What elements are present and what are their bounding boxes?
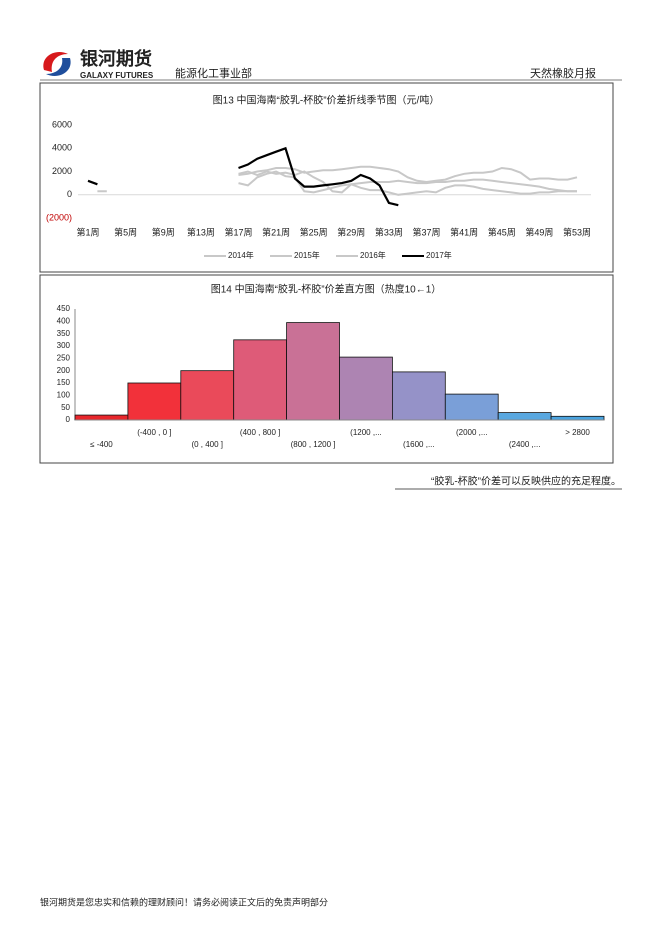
legend-label: 2017年: [426, 250, 452, 260]
bar: [127, 382, 182, 421]
x-tick-label: (2000 ,...: [456, 428, 488, 437]
bar: [339, 356, 393, 421]
x-tick-label: (1600 ,...: [403, 440, 435, 449]
caption: “胶乳-杯胶”价差可以反映供应的充足程度。: [431, 475, 621, 488]
x-tick-label: ≤ -400: [90, 440, 113, 449]
y-tick-label: 4000: [52, 143, 72, 153]
x-tick-label: (1200 ,...: [350, 428, 382, 437]
footer: 银河期货是您忠实和信赖的理财顾问！请务必阅读正文后的免责声明部分: [40, 896, 328, 907]
chart-frame: [39, 82, 614, 273]
series-line: [87, 146, 399, 207]
y-tick-label: 250: [57, 353, 71, 362]
logo-icon: [43, 51, 71, 77]
x-tick-label: > 2800: [565, 428, 590, 437]
chart-frame: [39, 274, 614, 464]
x-tick-label: (0 , 400 ]: [191, 440, 223, 449]
bar: [74, 414, 129, 421]
x-tick-label: 第53周: [563, 226, 591, 237]
x-tick-label: 第9周: [152, 226, 175, 237]
bar: [444, 393, 499, 421]
x-tick-label: 第45周: [488, 226, 516, 237]
logo-text: 银河期货: [80, 48, 152, 69]
bar: [286, 322, 340, 421]
x-tick-label: (2400 ,...: [509, 440, 541, 449]
series-line: [238, 170, 577, 196]
y-tick-label: 100: [57, 390, 71, 399]
y-tick-label: 400: [57, 316, 71, 325]
bar: [180, 370, 235, 421]
department: 能源化工事业部: [175, 66, 252, 80]
bar: [550, 415, 605, 421]
legend-label: 2015年: [294, 250, 320, 260]
x-tick-label: 第41周: [450, 226, 478, 237]
y-tick-label: 350: [57, 329, 71, 338]
x-tick-label: 第49周: [525, 226, 553, 237]
x-tick-label: 第13周: [187, 226, 215, 237]
y-tick-label: 450: [57, 304, 71, 313]
logo-en: GALAXY FUTURES: [80, 71, 154, 80]
legend-label: 2016年: [360, 250, 386, 260]
chart-title: 图13 中国海南“胶乳-杯胶”价差折线季节图（元/吨）: [213, 94, 440, 107]
x-tick-label: 第37周: [413, 226, 441, 237]
y-tick-label: 150: [57, 378, 71, 387]
x-tick-label: 第5周: [114, 226, 137, 237]
series-line: [97, 165, 578, 193]
y-tick-label: 300: [57, 341, 71, 350]
x-tick-label: 第33周: [375, 226, 403, 237]
y-tick-label: (2000): [46, 212, 72, 222]
x-tick-label: (-400 , 0 ]: [137, 428, 171, 437]
x-tick-label: (400 , 800 ]: [240, 428, 280, 437]
x-tick-label: 第17周: [224, 226, 252, 237]
x-tick-label: 第21周: [262, 226, 290, 237]
y-tick-label: 0: [67, 189, 72, 199]
bar: [391, 371, 446, 421]
bar: [497, 412, 552, 421]
y-tick-label: 200: [57, 366, 71, 375]
x-tick-label: (800 , 1200 ]: [291, 440, 336, 449]
y-tick-label: 2000: [52, 166, 72, 176]
x-tick-label: 第1周: [76, 226, 99, 237]
chart-title: 图14 中国海南“胶乳-杯胶”价差直方图（热度10←1）: [211, 283, 442, 296]
y-tick-label: 50: [61, 403, 70, 412]
y-tick-label: 6000: [52, 119, 72, 129]
report-name: 天然橡胶月报: [530, 66, 596, 80]
bar: [233, 339, 287, 421]
legend-label: 2014年: [228, 250, 254, 260]
x-tick-label: 第25周: [300, 226, 328, 237]
y-tick-label: 0: [66, 415, 71, 424]
x-tick-label: 第29周: [337, 226, 365, 237]
